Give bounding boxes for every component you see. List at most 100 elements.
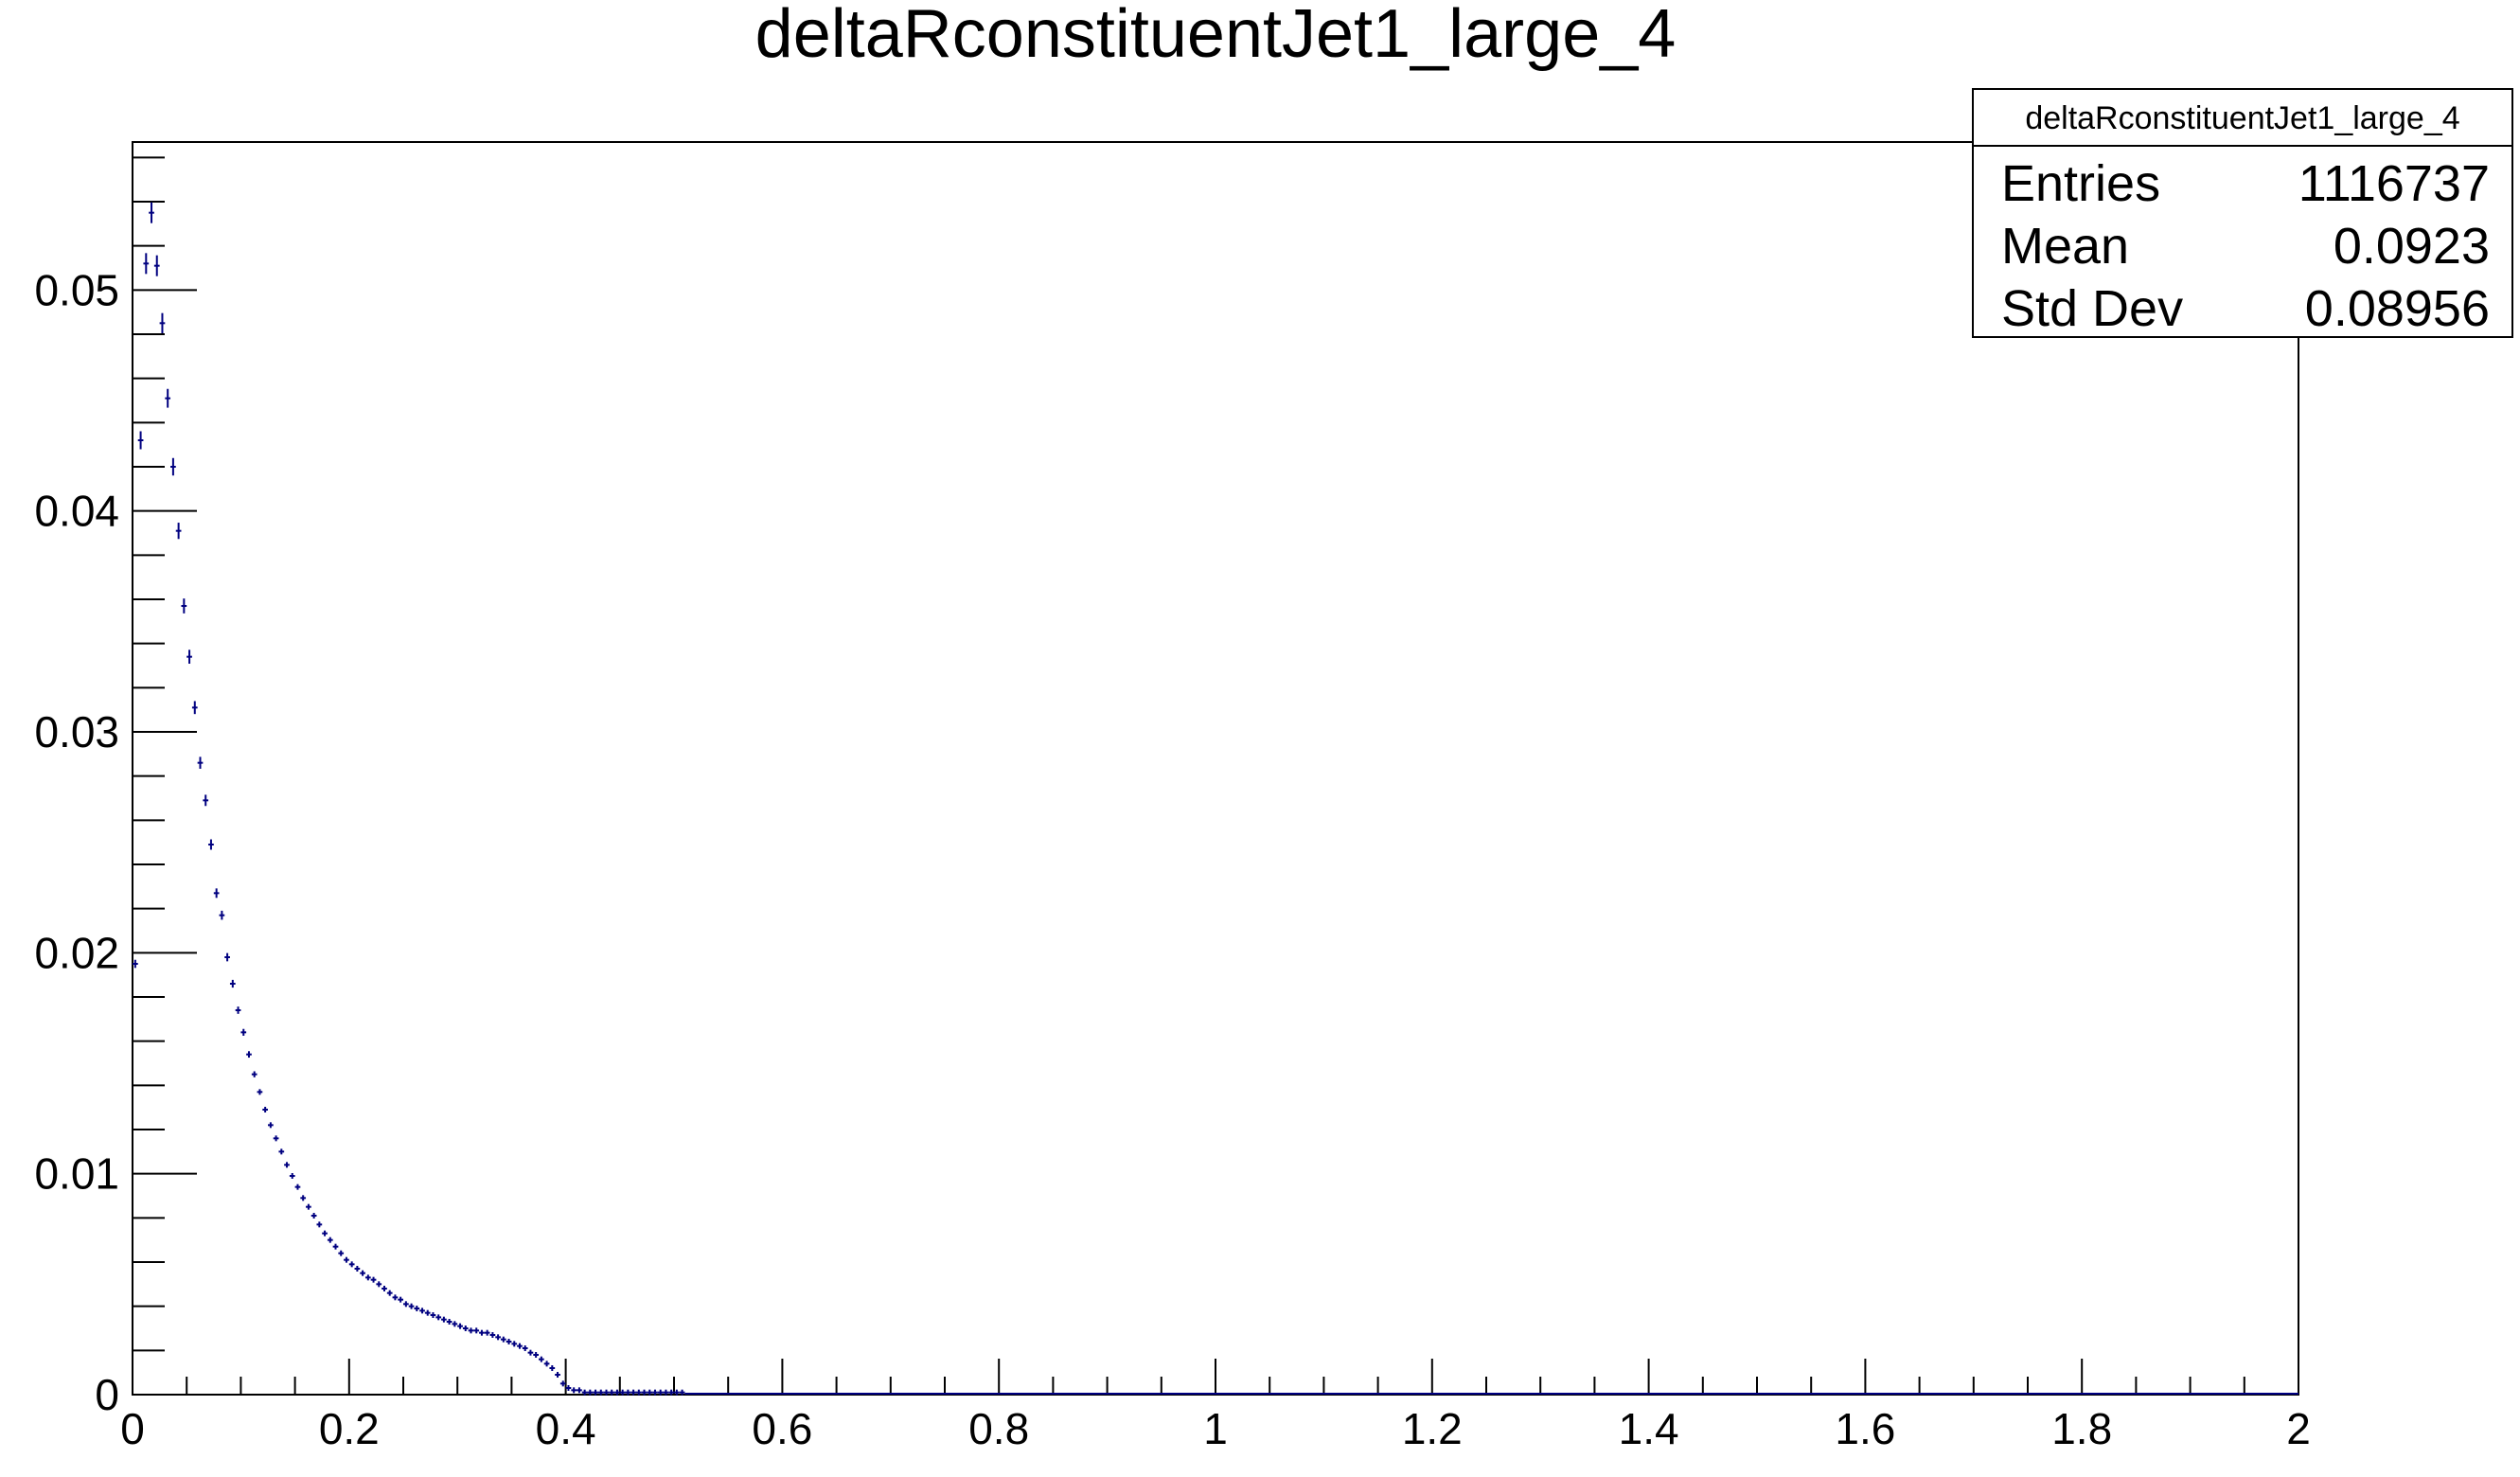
data-point [133,959,138,969]
data-point [284,1162,290,1168]
data-point [555,1372,560,1378]
data-point [322,1230,328,1237]
data-point [452,1321,458,1327]
x-tick-label: 0.8 [968,1404,1029,1453]
data-point [408,1303,415,1309]
data-point [565,1385,572,1391]
data-point [424,1309,431,1316]
data-point [506,1339,512,1344]
data-point [679,1389,685,1396]
data-point [332,1243,339,1250]
data-point [257,1089,263,1095]
data-point [587,1389,594,1396]
data-point [495,1334,501,1341]
data-point [149,202,154,223]
data-point [354,1266,361,1272]
data-point [311,1213,317,1219]
data-point [197,756,204,769]
data-point [462,1326,469,1331]
data-point [229,979,236,988]
data-point [348,1261,355,1268]
data-series [133,202,2298,1396]
data-point [674,1389,680,1396]
data-point [306,1203,311,1210]
data-point [137,431,144,450]
data-point [376,1281,382,1288]
data-point [278,1148,285,1155]
data-point [370,1276,377,1283]
x-tick-label: 0.2 [319,1404,380,1453]
x-tick-label: 1.8 [2051,1404,2112,1453]
data-point [559,1380,566,1387]
data-point [398,1296,403,1303]
chart-title: deltaRconstituentJet1_large_4 [755,0,1677,72]
data-point [294,1183,301,1190]
data-point [268,1122,274,1129]
y-tick-label: 0.02 [34,928,119,977]
data-point [235,1006,241,1014]
stats-mean-label: Mean [2001,218,2129,275]
y-tick-label: 0.01 [34,1149,119,1199]
x-axis: 0 0.2 0.4 0.6 0.8 1 1.2 1.4 1.6 1.8 2 [120,1359,2311,1453]
data-point [597,1389,604,1396]
stats-entries-value: 1116737 [2298,155,2490,212]
data-point [414,1306,420,1311]
y-tick-label: 0.03 [34,707,119,756]
data-point [386,1290,393,1296]
x-tick-label: 1.2 [1402,1404,1463,1453]
stats-stddev-value: 0.08956 [2305,280,2490,337]
data-point [403,1301,409,1308]
data-point [539,1356,544,1362]
data-point [647,1389,653,1396]
data-point [338,1250,345,1256]
stats-entries-label: Entries [2001,155,2160,212]
x-tick-label: 1.4 [1619,1404,1679,1453]
y-axis: 0 0.01 0.02 0.03 0.04 0.05 [34,156,197,1419]
data-point [186,650,192,665]
data-point [159,312,166,334]
data-point [652,1389,658,1396]
x-tick-label: 0 [120,1404,145,1453]
y-tick-label: 0.04 [34,487,119,536]
data-point [441,1316,447,1323]
stats-box-frame [1972,88,2513,338]
x-tick-label: 1 [1203,1404,1228,1453]
data-point [614,1389,620,1396]
data-point [533,1352,539,1358]
data-point [527,1349,534,1356]
data-point [446,1319,453,1325]
stats-title: deltaRconstituentJet1_large_4 [2025,100,2459,136]
data-point [165,388,171,408]
data-point [240,1028,247,1036]
data-point [511,1341,518,1347]
y-tick-label: 0.05 [34,265,119,314]
data-point [364,1274,371,1281]
data-point [219,910,225,920]
data-point [170,457,176,476]
data-point [593,1389,598,1396]
data-point [419,1308,425,1314]
data-point [382,1286,387,1291]
data-point [262,1107,268,1112]
data-point [668,1389,674,1396]
x-tick-label: 0.6 [752,1404,812,1453]
data-point [468,1327,474,1334]
data-point [344,1256,349,1263]
data-point [489,1332,496,1338]
x-tick-label: 1.6 [1835,1404,1895,1453]
data-point [473,1327,480,1334]
data-point [577,1387,582,1394]
data-point [430,1312,436,1318]
data-point [175,523,182,540]
data-point [300,1195,307,1201]
data-point [657,1389,664,1396]
data-point [581,1389,588,1396]
data-point [392,1294,399,1301]
data-point [517,1343,523,1349]
data-point [625,1389,631,1396]
data-point [191,701,198,715]
data-point [543,1361,550,1367]
data-point [641,1389,648,1396]
data-point [619,1389,626,1396]
